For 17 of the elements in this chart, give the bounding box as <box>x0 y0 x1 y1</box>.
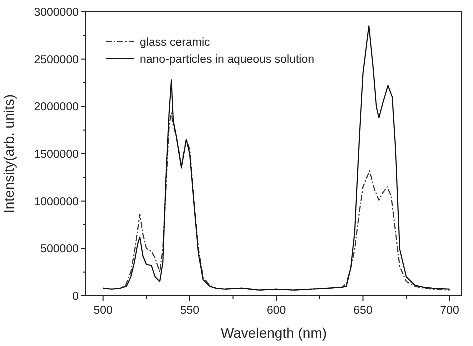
x-tick-label: 500 <box>94 305 113 317</box>
y-tick-label: 0 <box>72 291 79 303</box>
y-tick-label: 2500000 <box>34 54 79 66</box>
y-tick-label: 500000 <box>40 244 79 256</box>
x-tick-label: 700 <box>440 305 460 317</box>
y-tick-label: 2000000 <box>34 102 79 114</box>
x-axis-title: Wavelength (nm) <box>220 325 328 341</box>
y-tick-label: 3000000 <box>34 7 79 19</box>
line-series <box>102 26 450 291</box>
legend-label: nano-particles in aqueous solution <box>140 54 315 66</box>
y-axis-title: Intensity(arb. units) <box>1 94 17 214</box>
x-tick-label: 650 <box>354 305 373 317</box>
y-tick-label: 1500000 <box>34 149 79 161</box>
legend-label: glass ceramic <box>140 37 211 49</box>
y-tick-label: 1000000 <box>34 196 79 208</box>
x-tick-label: 550 <box>180 305 200 317</box>
x-tick-label: 600 <box>267 305 286 317</box>
